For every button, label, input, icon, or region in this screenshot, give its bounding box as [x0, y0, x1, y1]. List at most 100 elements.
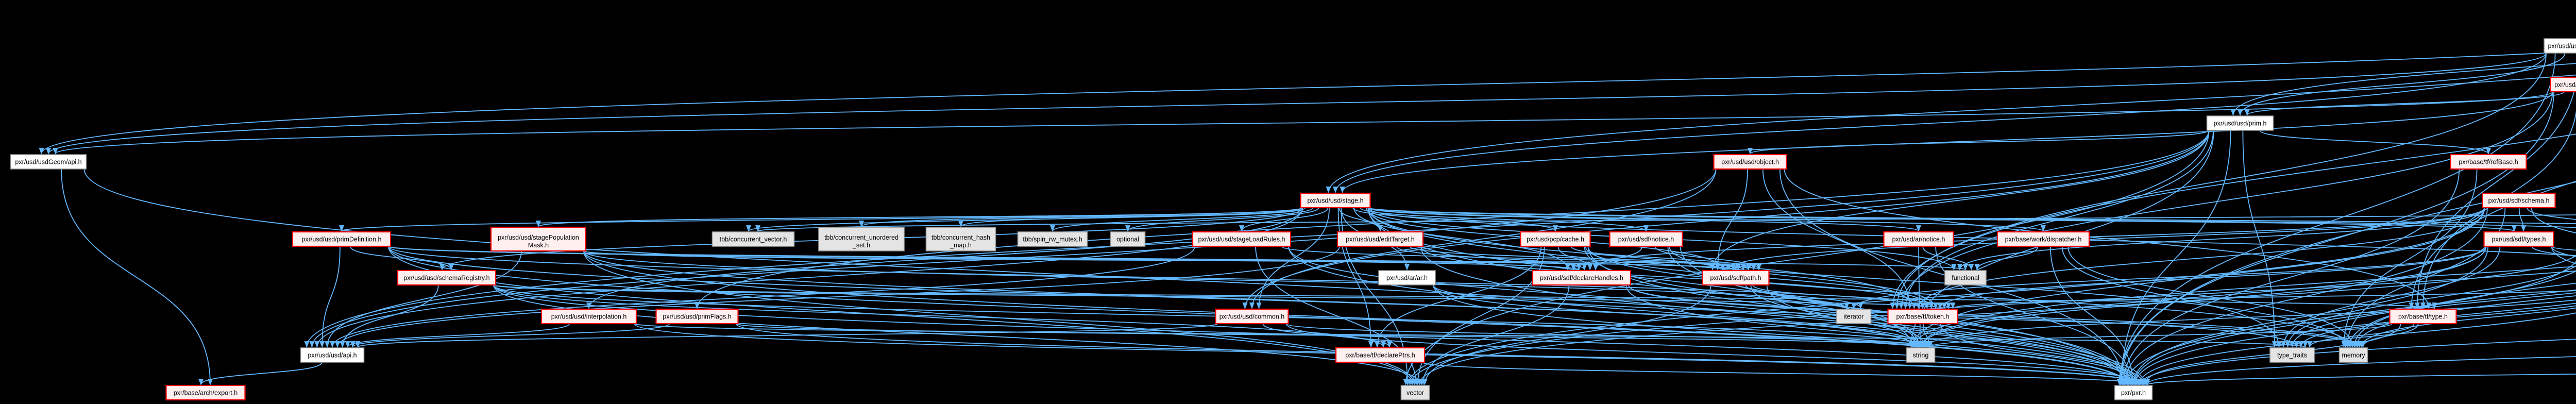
graph-node-pxr-usd-usdgeom-gprim-h[interactable]: pxr/usd/usdGeom/gprim.h: [2550, 76, 2576, 93]
node-box[interactable]: [1335, 347, 1426, 363]
node-box[interactable]: [1836, 309, 1872, 324]
node-box[interactable]: [1944, 270, 1987, 285]
include-edge: [2118, 91, 2554, 385]
node-box[interactable]: [1110, 231, 1146, 247]
graph-node-tbb-concurrent-hash-map-h[interactable]: tbb/concurrent_hash_map.h: [925, 227, 996, 251]
graph-node-pxr-base-work-dispatcher-h[interactable]: pxr/base/work/dispatcher.h: [1996, 231, 2090, 247]
node-box[interactable]: [2114, 385, 2153, 400]
node-box[interactable]: [1996, 231, 2090, 247]
include-edge: [61, 169, 213, 385]
node-box[interactable]: [1520, 231, 1591, 247]
node-box[interactable]: [292, 231, 392, 247]
graph-node-pxr-base-arch-export-h[interactable]: pxr/base/arch/export.h: [165, 384, 246, 401]
graph-node-pxr-usd-sdf-declarehandles-h[interactable]: pxr/usd/sdf/declareHandles.h: [1532, 270, 1632, 286]
edges-layer: [39, 51, 2576, 385]
node-box[interactable]: [1336, 231, 1424, 247]
node-box[interactable]: [397, 270, 497, 286]
graph-node-pxr-usd-usd-stage-h[interactable]: pxr/usd/usd/stage.h: [1300, 192, 1371, 209]
graph-node-tbb-spin-rw-mutex-h[interactable]: tbb/spin_rw_mutex.h: [1017, 231, 1088, 247]
graph-node-vector[interactable]: vector: [1400, 385, 1430, 400]
graph-node-optional[interactable]: optional: [1110, 231, 1146, 247]
graph-node-tbb-concurrent-vector-h[interactable]: tbb/concurrent_vector.h: [711, 231, 795, 247]
node-box[interactable]: [1702, 270, 1770, 286]
node-box[interactable]: [2389, 308, 2457, 325]
node-box[interactable]: [1017, 231, 1088, 247]
node-box[interactable]: [1192, 231, 1292, 247]
node-box[interactable]: [925, 227, 996, 251]
include-edge: [319, 246, 341, 348]
graph-node-pxr-usd-sdf-path-h[interactable]: pxr/usd/sdf/path.h: [1702, 270, 1770, 286]
node-label: tbb/concurrent_unordered: [824, 234, 899, 241]
node-box[interactable]: [2269, 347, 2315, 363]
node-box[interactable]: [2544, 38, 2576, 54]
graph-node-pxr-usd-ar-notice-h[interactable]: pxr/usd/ar/notice.h: [1883, 231, 1954, 247]
node-box[interactable]: [490, 226, 587, 252]
node-box[interactable]: [165, 384, 246, 401]
graph-node-string[interactable]: string: [1906, 347, 1936, 363]
include-edge: [1667, 246, 1922, 348]
graph-node-pxr-usd-usd-api-h[interactable]: pxr/usd/usd/api.h: [300, 347, 365, 363]
graph-node-pxr-usd-usd-interpolation-h[interactable]: pxr/usd/usd/interpolation.h: [540, 308, 637, 325]
graph-node-pxr-usd-usdgeom-api-h[interactable]: pxr/usd/usdGeom/api.h: [10, 154, 87, 170]
node-box[interactable]: [2450, 154, 2527, 170]
graph-node-pxr-base-tf-refbase-h[interactable]: pxr/base/tf/refBase.h: [2450, 154, 2527, 170]
node-box[interactable]: [1609, 231, 1683, 247]
node-box[interactable]: [655, 308, 739, 325]
graph-node-pxr-usd-usd-schemaregistry-h[interactable]: pxr/usd/usd/schemaRegistry.h: [397, 270, 497, 286]
graph-node-pxr-usd-sdf-schema-h[interactable]: pxr/usd/sdf/schema.h: [2482, 192, 2556, 209]
include-edge: [2409, 180, 2576, 309]
graph-node-pxr-usd-pcp-cache-h[interactable]: pxr/usd/pcp/cache.h: [1520, 231, 1591, 247]
node-box[interactable]: [1378, 270, 1436, 285]
node-box[interactable]: [1300, 192, 1371, 209]
include-edge: [634, 323, 2308, 348]
graph-node-pxr-usd-usd-stageloadrules-h[interactable]: pxr/usd/usd/stageLoadRules.h: [1192, 231, 1292, 247]
node-box[interactable]: [540, 308, 637, 325]
node-label: pxr/usd/usd/primFlags.h: [663, 313, 731, 321]
graph-node-iterator[interactable]: iterator: [1836, 309, 1872, 324]
node-box[interactable]: [2483, 231, 2554, 247]
node-box[interactable]: [2550, 76, 2576, 93]
graph-node-pxr-usd-sdf-notice-h[interactable]: pxr/usd/sdf/notice.h: [1609, 231, 1683, 247]
graph-node-pxr-usd-ar-ar-h[interactable]: pxr/usd/ar/ar.h: [1378, 270, 1436, 285]
node-box[interactable]: [2482, 192, 2556, 209]
include-edge: [1890, 133, 2576, 309]
node-box[interactable]: [711, 231, 795, 247]
graph-node-pxr-usd-usd-common-h[interactable]: pxr/usd/usd/common.h: [1215, 308, 1289, 325]
include-edge: [1927, 323, 2393, 348]
node-box[interactable]: [2206, 115, 2274, 131]
graph-node-pxr-usd-usd-primdefinition-h[interactable]: pxr/usd/usd/primDefinition.h: [292, 231, 392, 247]
node-box[interactable]: [1887, 308, 1958, 325]
include-edge: [1256, 207, 1330, 309]
graph-node-pxr-pxr-h[interactable]: pxr/pxr.h: [2114, 385, 2153, 400]
node-box[interactable]: [1713, 154, 1787, 170]
include-edge: [1752, 284, 1951, 309]
graph-node-pxr-base-tf-type-h[interactable]: pxr/base/tf/type.h: [2389, 308, 2457, 325]
node-box[interactable]: [300, 347, 365, 363]
node-box[interactable]: [1883, 231, 1954, 247]
node-label: pxr/base/tf/refBase.h: [2459, 159, 2518, 166]
include-edge: [958, 207, 1306, 227]
graph-node-pxr-base-tf-token-h[interactable]: pxr/base/tf/token.h: [1887, 308, 1958, 325]
graph-node-pxr-usd-usd-edittarget-h[interactable]: pxr/usd/usd/editTarget.h: [1336, 231, 1424, 247]
graph-node-pxr-usd-sdf-types-h[interactable]: pxr/usd/sdf/types.h: [2483, 231, 2554, 247]
graph-node-pxr-usd-usd-prim-h[interactable]: pxr/usd/usd/prim.h: [2206, 115, 2274, 131]
graph-node-functional[interactable]: functional: [1944, 270, 1987, 285]
include-edge: [2131, 246, 2489, 385]
graph-node-pxr-usd-usd-primflags-h[interactable]: pxr/usd/usd/primFlags.h: [655, 308, 739, 325]
node-box[interactable]: [1906, 347, 1936, 363]
node-label: _map.h: [950, 242, 972, 249]
node-box[interactable]: [1215, 308, 1289, 325]
graph-node-pxr-usd-usd-object-h[interactable]: pxr/usd/usd/object.h: [1713, 154, 1787, 170]
graph-node-type-traits[interactable]: type_traits: [2269, 347, 2315, 363]
node-box[interactable]: [1400, 385, 1430, 400]
node-box[interactable]: [818, 227, 905, 251]
node-box[interactable]: [2338, 347, 2368, 363]
graph-node-pxr-base-tf-declareptrs-h[interactable]: pxr/base/tf/declarePtrs.h: [1335, 347, 1426, 363]
node-box[interactable]: [10, 154, 87, 170]
node-box[interactable]: [1532, 270, 1632, 286]
graph-node-tbb-concurrent-unordered-set-h[interactable]: tbb/concurrent_unordered_set.h: [818, 227, 905, 251]
graph-node-memory[interactable]: memory: [2338, 347, 2368, 363]
graph-node-pxr-usd-usdgeom-pointbased-h[interactable]: pxr/usd/usdGeom/pointBased.h: [2544, 38, 2576, 54]
